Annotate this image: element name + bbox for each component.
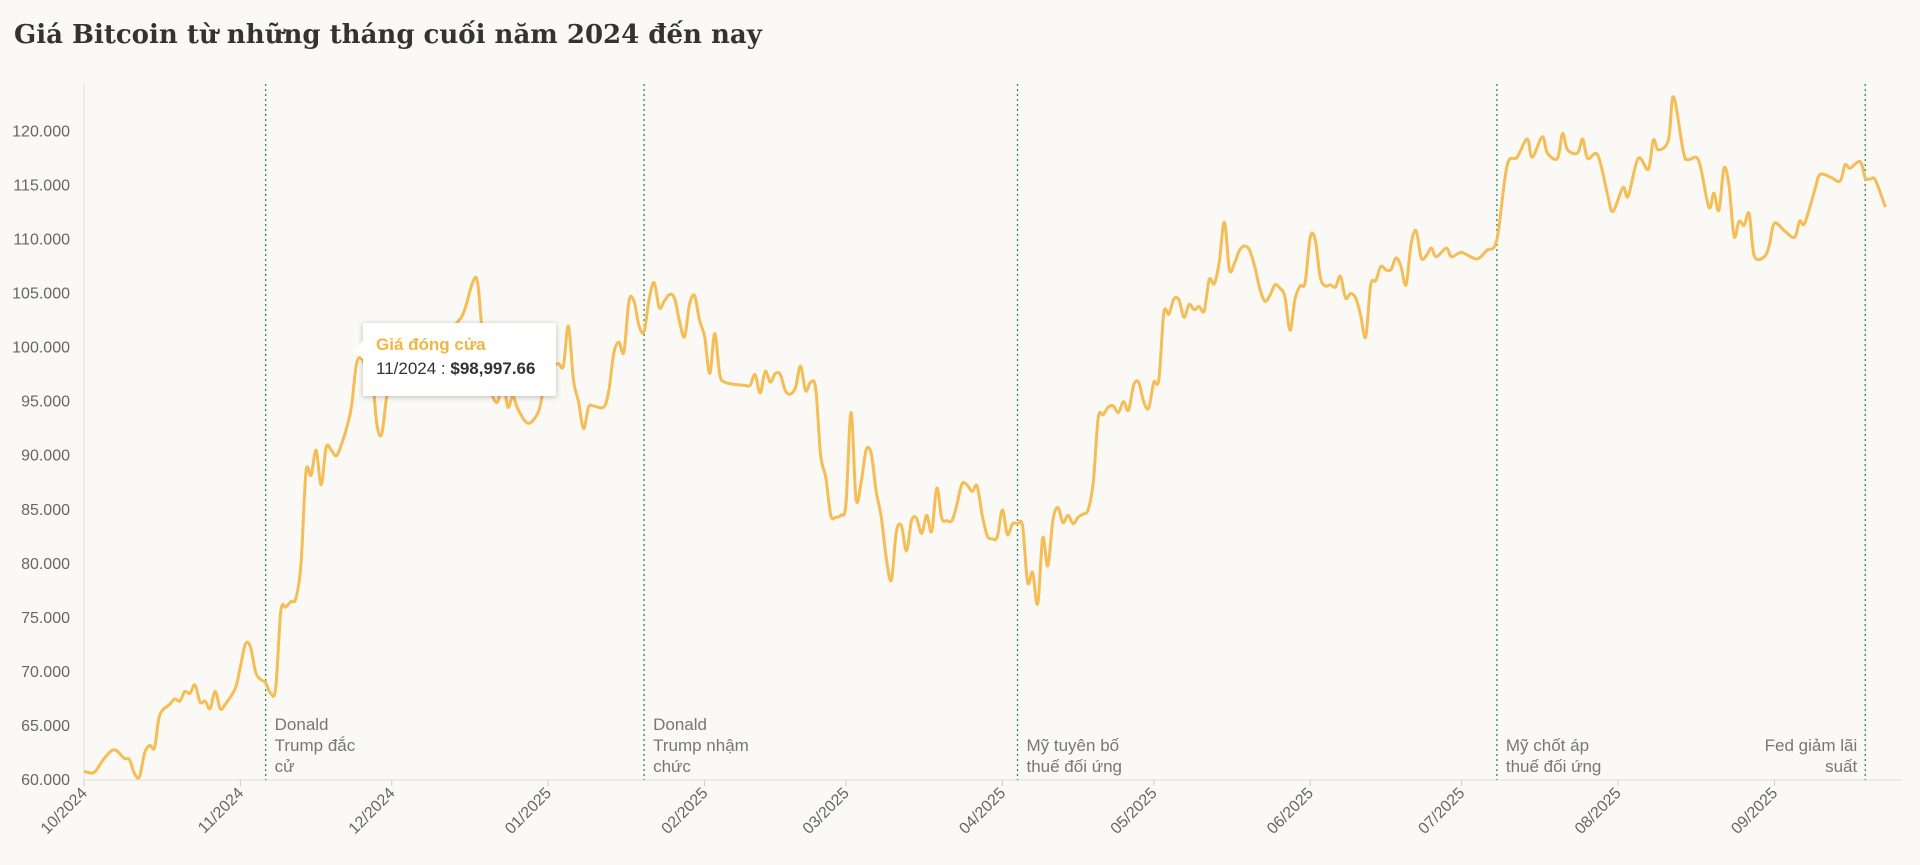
event-annotation: Trump đắc — [275, 736, 356, 755]
event-annotation: Fed giảm lãi — [1765, 736, 1858, 755]
y-tick-label: 95.000 — [21, 394, 70, 411]
y-tick-label: 70.000 — [21, 664, 70, 681]
event-annotation: Mỹ tuyên bố — [1027, 736, 1120, 755]
event-annotation: thuế đối ứng — [1027, 757, 1123, 776]
x-tick-label: 02/2025 — [659, 785, 712, 838]
tooltip-separator: : — [436, 359, 451, 378]
y-tick-label: 105.000 — [12, 286, 70, 303]
y-tick-label: 60.000 — [21, 772, 70, 789]
y-tick-label: 100.000 — [12, 340, 70, 357]
tooltip: Giá đóng cửa 11/2024 : $98,997.66 — [354, 323, 556, 396]
x-tick-label: 01/2025 — [502, 785, 555, 838]
event-annotation: Donald — [275, 715, 329, 734]
y-tick-label: 115.000 — [13, 177, 70, 194]
chart-title: Giá Bitcoin từ những tháng cuối năm 2024… — [14, 20, 762, 50]
y-tick-label: 110.000 — [13, 232, 70, 249]
price-line[interactable] — [83, 95, 1887, 780]
tooltip-value: $98,997.66 — [450, 359, 536, 378]
x-tick-label: 04/2025 — [956, 785, 1009, 838]
event-annotation: cử — [275, 757, 295, 776]
event-annotation: thuế đối ứng — [1506, 757, 1602, 776]
event-annotation: Trump nhậm — [653, 736, 749, 755]
tooltip-title: Giá đóng cửa — [376, 335, 486, 354]
event-annotation: chức — [653, 757, 691, 776]
y-tick-label: 120.000 — [12, 123, 70, 140]
event-annotation: Mỹ chốt áp — [1506, 736, 1589, 755]
x-tick-label: 11/2024 — [195, 785, 247, 837]
tooltip-label: 11/2024 — [376, 359, 437, 378]
x-tick-label: 06/2025 — [1264, 785, 1317, 838]
x-tick-label: 09/2025 — [1728, 785, 1781, 838]
x-tick-label: 07/2025 — [1415, 785, 1468, 838]
y-tick-label: 65.000 — [21, 718, 70, 735]
x-tick-label: 12/2024 — [346, 785, 399, 838]
y-tick-label: 80.000 — [21, 556, 70, 573]
event-annotation: Donald — [653, 715, 707, 734]
x-tick-label: 05/2025 — [1108, 785, 1161, 838]
x-tick-label: 08/2025 — [1572, 785, 1625, 838]
y-tick-label: 85.000 — [21, 502, 70, 519]
y-tick-label: 90.000 — [21, 448, 70, 465]
x-tick-label: 03/2025 — [800, 785, 853, 838]
y-tick-label: 75.000 — [21, 610, 70, 627]
x-tick-label: 10/2024 — [38, 785, 91, 838]
event-annotation: suất — [1825, 757, 1857, 776]
